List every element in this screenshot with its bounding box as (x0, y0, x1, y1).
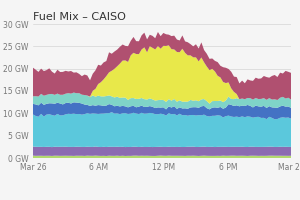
Text: Fuel Mix – CAISO: Fuel Mix – CAISO (33, 12, 126, 22)
